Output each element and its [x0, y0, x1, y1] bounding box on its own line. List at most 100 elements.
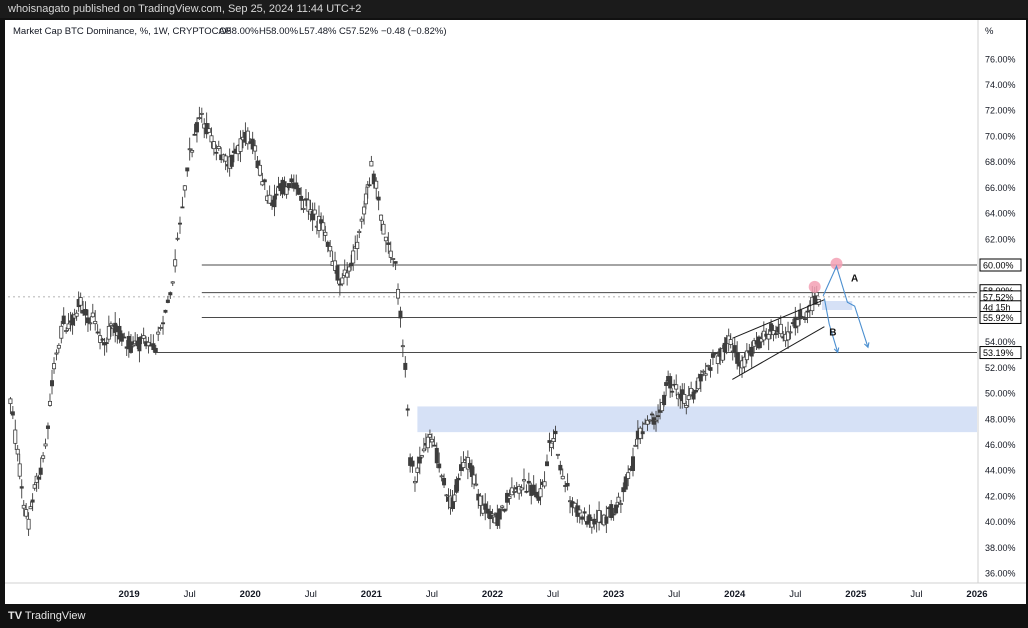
- candle-body: [649, 413, 654, 416]
- candle-body: [425, 436, 430, 449]
- candle-body: [303, 198, 308, 201]
- candle-body: [47, 400, 52, 406]
- candle-body: [682, 394, 687, 404]
- candle-body: [749, 346, 754, 357]
- price-label-box: [979, 346, 1022, 360]
- y-tick-label: 38.00%: [985, 543, 1016, 553]
- x-tick-label: Jul: [305, 589, 317, 600]
- candle-body: [168, 292, 173, 296]
- candle-body: [417, 456, 422, 464]
- candle-body: [165, 299, 170, 303]
- candle-body: [381, 223, 386, 235]
- price-label-box: [979, 258, 1022, 272]
- x-tick-label: 2023: [603, 589, 624, 600]
- x-tick-label: 2024: [724, 589, 746, 600]
- annotation-a: A: [851, 274, 858, 285]
- candle-body: [274, 193, 279, 196]
- candle-body: [185, 167, 190, 172]
- y-tick-label: 50.00%: [985, 389, 1016, 399]
- candle-body: [742, 356, 747, 368]
- candle-body: [773, 333, 778, 335]
- candle-body: [474, 483, 479, 486]
- publish-line: whoisnagato published on TradingView.com…: [8, 3, 362, 15]
- candle-body: [371, 173, 376, 185]
- candle-body: [161, 322, 166, 325]
- candle-body: [803, 318, 808, 320]
- candle-body: [151, 343, 156, 351]
- candle-body: [13, 429, 18, 444]
- candle-body: [187, 148, 192, 151]
- candle-body: [502, 508, 507, 512]
- ohlc-high: H58.00%: [259, 26, 299, 37]
- candle-body: [113, 322, 118, 333]
- candle-body: [580, 516, 585, 520]
- candle-body: [386, 242, 391, 245]
- ohlc-close: C57.52%: [339, 26, 379, 37]
- wedge-upper-line: [732, 299, 825, 339]
- candle-body: [163, 309, 168, 313]
- y-tick-label: 68.00%: [985, 157, 1016, 167]
- candle-body: [693, 389, 698, 393]
- candle-body: [582, 511, 587, 514]
- price-label: 57.52%: [983, 292, 1014, 302]
- candle-body: [93, 320, 98, 325]
- candle-body: [95, 331, 100, 334]
- x-tick-label: 2025: [845, 589, 867, 600]
- candle-body: [78, 297, 83, 306]
- candle-body: [444, 494, 449, 497]
- candle-body: [609, 504, 614, 518]
- candle-body: [284, 186, 289, 195]
- candle-body: [106, 325, 111, 340]
- candle-body: [197, 117, 202, 120]
- candle-body: [800, 316, 805, 319]
- y-tick-label: 48.00%: [985, 414, 1016, 424]
- candle-body: [456, 477, 461, 481]
- candle-body: [560, 475, 565, 480]
- candle-body: [122, 336, 127, 339]
- candle-body: [43, 443, 48, 447]
- y-tick-label: 46.00%: [985, 440, 1016, 450]
- candle-body: [90, 312, 95, 318]
- price-label: 60.00%: [983, 261, 1014, 271]
- candle-body: [432, 444, 437, 447]
- candle-body: [214, 151, 219, 154]
- candle-body: [182, 185, 187, 191]
- candle-body: [668, 376, 673, 389]
- candle-body: [611, 513, 616, 516]
- candle-body: [490, 513, 495, 516]
- candle-body: [454, 479, 459, 493]
- y-tick-label: 44.00%: [985, 466, 1016, 476]
- candle-body: [614, 504, 619, 514]
- candle-body: [355, 241, 360, 249]
- candle-body: [41, 455, 46, 459]
- candle-body: [542, 481, 547, 487]
- candle-body: [388, 250, 393, 258]
- chart-svg[interactable]: Market Cap BTC Dominance, %, 1W, CRYPTOC…: [5, 20, 1026, 604]
- candle-body: [553, 430, 558, 435]
- chart-panel[interactable]: Market Cap BTC Dominance, %, 1W, CRYPTOC…: [5, 20, 1026, 604]
- candle-body: [357, 230, 362, 234]
- candle-body: [50, 380, 55, 387]
- candle-body: [483, 503, 488, 510]
- candle-body: [177, 222, 182, 225]
- projection-path-a: [822, 264, 869, 348]
- candle-body: [686, 395, 691, 400]
- publish-bar: whoisnagato published on TradingView.com…: [0, 0, 1028, 18]
- candle-body: [30, 499, 35, 503]
- candle-body: [621, 487, 626, 493]
- candle-body: [604, 516, 609, 524]
- candle-body: [526, 480, 531, 484]
- candle-body: [85, 317, 90, 324]
- candle-body: [260, 181, 265, 186]
- candle-body: [507, 495, 512, 499]
- candle-body: [21, 504, 26, 509]
- candle-body: [128, 341, 133, 353]
- candle-body: [383, 236, 388, 242]
- candle-body: [257, 164, 262, 176]
- plot-area[interactable]: AB: [8, 106, 978, 536]
- candle-body: [654, 419, 659, 422]
- candle-body: [267, 194, 272, 204]
- candle-body: [403, 362, 408, 370]
- candle-body: [618, 503, 623, 505]
- candle-body: [36, 476, 41, 480]
